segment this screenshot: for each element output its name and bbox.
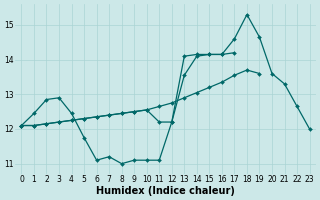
X-axis label: Humidex (Indice chaleur): Humidex (Indice chaleur) (96, 186, 235, 196)
